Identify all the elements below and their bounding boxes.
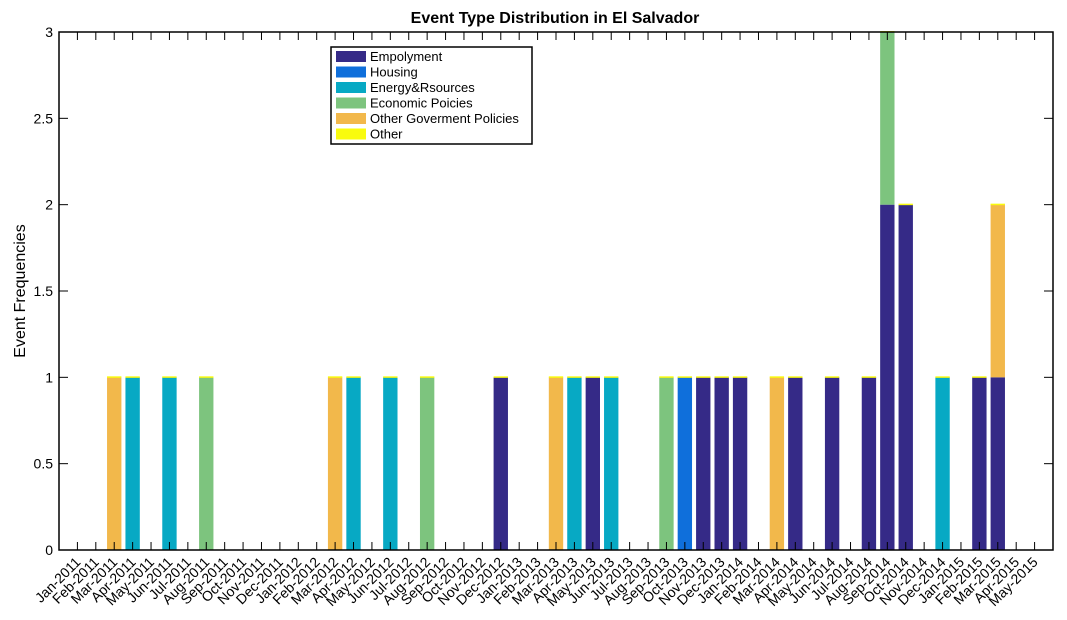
- bar-cap-Apr-2011: [125, 376, 140, 378]
- bar-Apr-2013-series-2: [567, 377, 582, 550]
- bar-Jun-2013-series-2: [604, 377, 619, 550]
- legend-swatch: [336, 97, 366, 109]
- y-tick-label: 1: [45, 369, 53, 385]
- bar-Sep-2014-series-3: [880, 32, 895, 205]
- legend-entry: Empolyment: [370, 49, 443, 64]
- bar-Feb-2015-series-0: [972, 377, 987, 550]
- bar-cap-Jan-2014: [732, 376, 748, 378]
- bar-Apr-2012-series-2: [346, 377, 361, 550]
- legend-swatch: [336, 66, 366, 78]
- legend-entry: Other: [370, 127, 403, 142]
- bar-cap-Oct-2013: [677, 376, 693, 378]
- bar-Mar-2015-series-0: [990, 377, 1005, 550]
- bar-cap-Apr-2012: [346, 376, 361, 378]
- bar-Oct-2013-series-1: [677, 377, 693, 550]
- bars-layer: [107, 31, 1005, 551]
- y-tick-label: 1.5: [34, 283, 54, 299]
- chart-title: Event Type Distribution in El Salvador: [411, 10, 700, 27]
- bar-cap-Apr-2013: [567, 376, 582, 378]
- bar-Mar-2014-series-4: [769, 377, 785, 550]
- bar-Mar-2015-series-4: [990, 204, 1005, 378]
- bar-Dec-2012-series-0: [493, 377, 508, 550]
- bar-cap-Nov-2013: [696, 376, 711, 378]
- bar-cap-Mar-2015: [990, 203, 1005, 206]
- bar-Apr-2014-series-0: [788, 377, 803, 550]
- legend-swatch: [336, 51, 366, 62]
- bar-Oct-2014-series-0: [898, 204, 913, 551]
- legend-box: [330, 46, 533, 145]
- bar-Mar-2011-series-4: [107, 377, 122, 550]
- legend-entry: Energy&Rsources: [370, 80, 475, 95]
- y-axis-label: Event Frequencies: [12, 224, 29, 357]
- legend-swatch: [336, 82, 366, 93]
- bar-Mar-2013-series-4: [548, 377, 564, 550]
- bar-cap-Jun-2013: [604, 376, 619, 378]
- bar-cap-Apr-2014: [788, 376, 803, 378]
- plot-area-frame: [58, 31, 1054, 551]
- bar-Nov-2013-series-0: [696, 377, 711, 550]
- bar-Jun-2011-series-2: [162, 377, 177, 550]
- bar-Apr-2011-series-2: [125, 377, 140, 550]
- y-tick-label: 2.5: [34, 110, 54, 126]
- legend-swatch: [336, 128, 366, 140]
- legend-entry: Other Goverment Policies: [370, 111, 519, 126]
- bar-Sep-2014-series-0: [880, 204, 895, 551]
- bar-Jan-2014-series-0: [732, 377, 748, 550]
- y-tick-label: 3: [45, 24, 53, 40]
- bar-cap-Jun-2011: [162, 376, 177, 378]
- bar-Aug-2014-series-0: [861, 377, 877, 550]
- legend-entry: Economic Poicies: [370, 96, 473, 111]
- bar-cap-Feb-2015: [972, 376, 987, 378]
- bar-Aug-2011-series-3: [199, 377, 214, 550]
- bar-Jun-2012-series-2: [383, 377, 398, 550]
- bar-Dec-2014-series-2: [935, 377, 950, 550]
- bar-Aug-2012-series-3: [419, 377, 435, 550]
- bar-cap-Dec-2014: [935, 376, 950, 378]
- y-tick-label: 0.5: [34, 456, 54, 472]
- bar-Dec-2013-series-0: [714, 377, 729, 550]
- y-tick-label: 0: [45, 542, 53, 558]
- bar-cap-Jun-2014: [824, 376, 840, 378]
- y-tick-label: 2: [45, 197, 53, 213]
- bar-cap-Dec-2012: [493, 376, 508, 378]
- legend-swatch: [336, 113, 366, 124]
- bar-cap-Sep-2013: [659, 376, 674, 378]
- bar-Jun-2014-series-0: [824, 377, 840, 550]
- bar-cap-Mar-2013: [548, 376, 564, 378]
- bar-cap-Mar-2014: [769, 376, 785, 378]
- bar-cap-May-2013: [585, 376, 600, 378]
- bar-cap-Aug-2014: [861, 376, 877, 378]
- bar-cap-Jun-2012: [383, 376, 398, 378]
- bar-Sep-2013-series-3: [659, 377, 674, 550]
- bar-cap-Aug-2012: [419, 376, 435, 378]
- legend: EmpolymentHousingEnergy&RsourcesEconomic…: [330, 46, 533, 145]
- y-tick-labels: 0 0.5 1 1.5 2 2.5 3: [34, 24, 54, 558]
- bar-cap-Mar-2011: [107, 376, 122, 378]
- bar-Mar-2012-series-4: [327, 377, 343, 550]
- bar-May-2013-series-0: [585, 377, 600, 550]
- legend-entry: Housing: [370, 65, 418, 80]
- bar-cap-Dec-2013: [714, 376, 729, 378]
- bar-cap-Mar-2012: [327, 376, 343, 378]
- bar-cap-Aug-2011: [199, 376, 214, 378]
- x-tick-labels: Jan-2011Feb-2011Mar-2011Apr-2011May-2011…: [32, 554, 1041, 609]
- bar-cap-Oct-2014: [898, 203, 913, 206]
